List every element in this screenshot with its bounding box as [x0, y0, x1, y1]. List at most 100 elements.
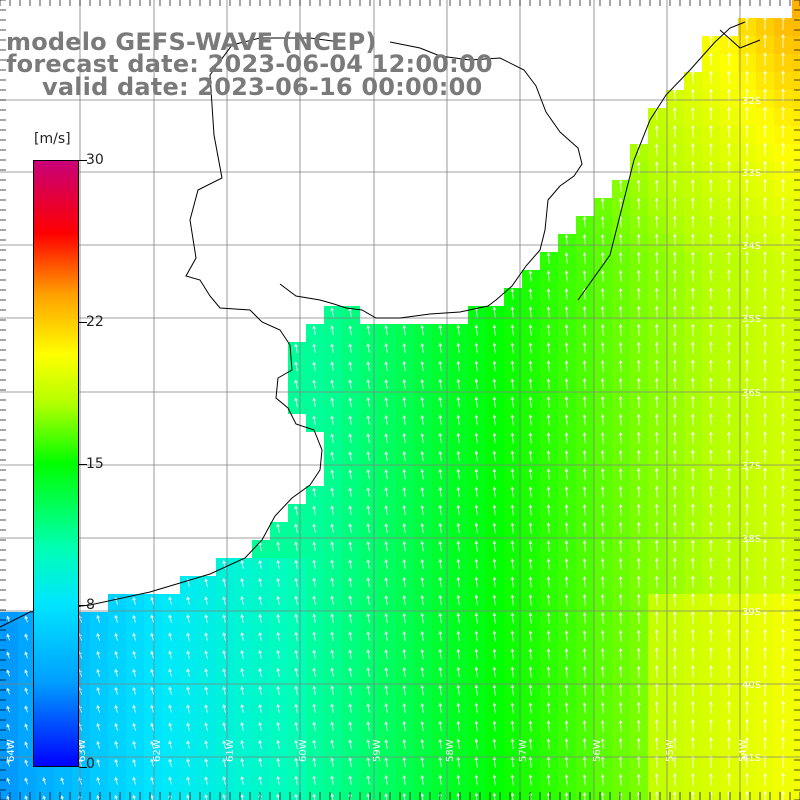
wind-arrow [691, 70, 695, 84]
wind-arrow [150, 632, 154, 641]
wind-arrow [709, 215, 713, 228]
wind-arrow [582, 774, 587, 786]
wind-arrow [709, 269, 713, 282]
wind-arrow [763, 178, 767, 192]
colorbar-label: 0 [86, 756, 95, 772]
wind-arrow [420, 360, 425, 372]
speed-cell [792, 666, 800, 684]
wind-arrow [276, 757, 280, 768]
wind-arrow [204, 632, 208, 641]
longitude-label: 57W [518, 739, 529, 762]
wind-arrow [727, 575, 731, 588]
wind-arrow [763, 70, 767, 84]
wind-arrow [709, 647, 713, 660]
colorbar-label: 8 [86, 597, 95, 613]
wind-arrow [240, 739, 244, 749]
wind-arrow [691, 629, 695, 642]
wind-arrow [691, 395, 695, 408]
colorbar [33, 160, 79, 767]
wind-arrow [456, 594, 461, 606]
wind-arrow [600, 503, 605, 516]
wind-arrow [745, 323, 749, 336]
wind-arrow [654, 611, 659, 624]
wind-arrow [204, 704, 208, 713]
wind-arrow [96, 794, 100, 800]
wind-arrow [763, 106, 767, 120]
wind-arrow [709, 341, 713, 354]
wind-arrow [564, 270, 569, 282]
wind-arrow [402, 396, 407, 408]
wind-arrow [745, 646, 749, 660]
wind-arrow [691, 323, 695, 336]
wind-arrow [456, 684, 461, 696]
wind-arrow [727, 718, 731, 732]
wind-arrow [96, 614, 100, 623]
wind-arrow [294, 595, 298, 606]
wind-arrow [456, 774, 461, 786]
wind-arrow [654, 179, 659, 192]
wind-arrow [276, 595, 280, 606]
wind-arrow [672, 611, 677, 624]
wind-arrow [420, 792, 425, 800]
wind-arrow [456, 342, 461, 354]
wind-arrow [150, 650, 154, 659]
wind-arrow [745, 700, 749, 714]
wind-arrow [222, 776, 226, 785]
wind-arrow [420, 720, 425, 732]
wind-arrow [276, 667, 280, 678]
wind-arrow [474, 486, 479, 498]
wind-arrow [618, 197, 623, 210]
wind-arrow [456, 414, 461, 426]
wind-arrow [132, 632, 136, 641]
wind-arrow [582, 612, 587, 624]
wind-arrow [618, 647, 623, 660]
wind-arrow [294, 523, 298, 534]
wind-arrow [727, 503, 731, 516]
wind-arrow [672, 773, 677, 786]
wind-arrow [546, 252, 551, 264]
wind-arrow [348, 757, 352, 768]
latitude-label: 32S [742, 96, 761, 107]
wind-arrow [582, 702, 587, 714]
wind-arrow [672, 701, 677, 714]
wind-arrow [673, 287, 677, 300]
wind-arrow [438, 378, 443, 390]
speed-cell [792, 720, 800, 738]
wind-arrow [745, 269, 749, 282]
wind-arrow [781, 718, 785, 732]
wind-arrow [582, 432, 587, 444]
wind-arrow [582, 630, 587, 642]
wind-arrow [673, 413, 677, 426]
wind-arrow [654, 377, 659, 390]
wind-arrow [582, 378, 587, 390]
wind-arrow [204, 596, 208, 605]
wind-arrow [600, 791, 605, 800]
wind-arrow [60, 795, 64, 800]
wind-arrow [564, 522, 569, 534]
wind-arrow [438, 738, 443, 750]
wind-arrow [276, 739, 280, 750]
wind-arrow [745, 52, 749, 66]
wind-arrow [636, 575, 641, 588]
wind-arrow [745, 628, 749, 642]
wind-arrow [709, 629, 713, 642]
wind-arrow [312, 775, 316, 786]
wind-arrow [781, 124, 785, 138]
wind-arrow [330, 595, 334, 606]
wind-arrow [654, 125, 659, 138]
wind-arrow [510, 486, 515, 498]
wind-arrow [258, 595, 262, 605]
wind-arrow [727, 592, 731, 606]
wind-arrow [366, 739, 371, 750]
wind-arrow [691, 467, 695, 480]
longitude-label: 63W [77, 739, 88, 762]
wind-arrow [781, 700, 785, 714]
wind-arrow [636, 359, 641, 372]
wind-arrow [114, 740, 118, 749]
wind-arrow [240, 793, 244, 800]
wind-arrow [330, 739, 334, 750]
wind-arrow [438, 486, 443, 498]
wind-arrow [150, 704, 154, 713]
wind-arrow [618, 539, 623, 552]
wind-arrow [618, 233, 623, 246]
